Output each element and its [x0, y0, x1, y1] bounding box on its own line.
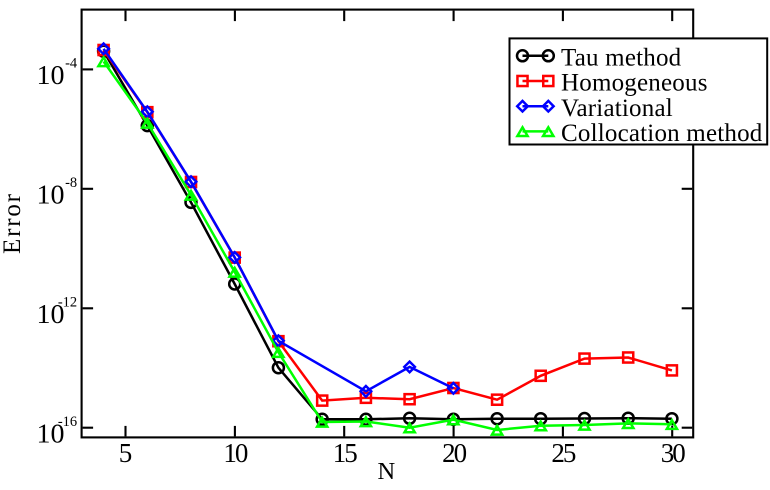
- svg-text:15: 15: [333, 438, 358, 468]
- svg-text:10: 10: [37, 419, 65, 449]
- svg-text:-16: -16: [58, 414, 77, 430]
- svg-text:-8: -8: [65, 175, 77, 191]
- svg-text:10: 10: [223, 438, 248, 468]
- svg-text:Homogeneous: Homogeneous: [561, 70, 708, 97]
- svg-text:Variational: Variational: [561, 95, 673, 122]
- svg-text:10: 10: [37, 60, 65, 90]
- svg-text:10: 10: [37, 180, 65, 210]
- svg-text:30: 30: [661, 438, 686, 468]
- svg-text:5: 5: [119, 438, 133, 468]
- svg-text:10: 10: [37, 299, 65, 329]
- svg-text:Tau method: Tau method: [561, 45, 682, 72]
- svg-text:Collocation method: Collocation method: [561, 120, 763, 147]
- svg-text:20: 20: [442, 438, 467, 468]
- svg-text:Error: Error: [0, 192, 26, 254]
- svg-text:25: 25: [551, 438, 576, 468]
- svg-text:N: N: [377, 458, 395, 485]
- svg-text:-4: -4: [65, 56, 78, 72]
- svg-text:-12: -12: [58, 294, 77, 310]
